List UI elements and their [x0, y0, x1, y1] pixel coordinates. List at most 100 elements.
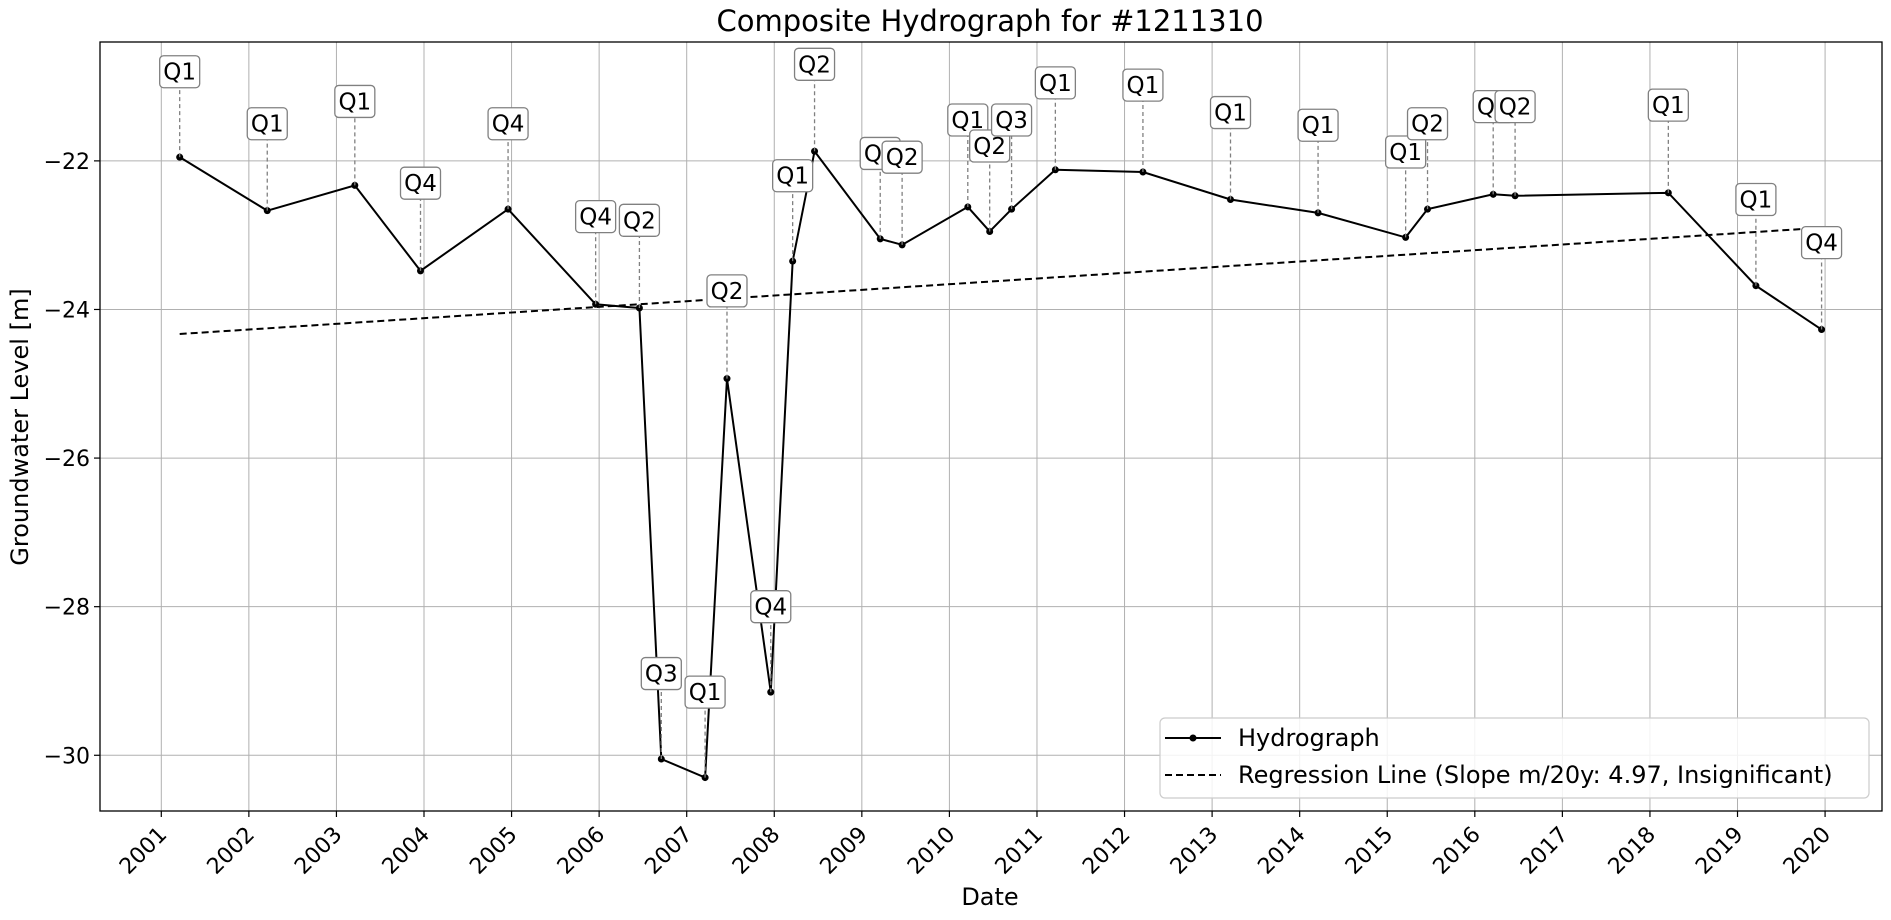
y-tick-label: −22 [44, 150, 90, 175]
annotation-box [618, 203, 661, 237]
x-tick-label: 2009 [816, 822, 873, 879]
x-tick-label: 2014 [1253, 822, 1310, 879]
quarter-annotation: Q4 [399, 166, 442, 200]
annotation-label: Q4 [404, 171, 437, 197]
annotation-box [640, 656, 682, 691]
annotation-label: Q2 [1499, 95, 1532, 121]
x-tick-label: 2003 [290, 822, 347, 879]
annotation-label: Q3 [645, 662, 678, 688]
annotation-label: Q1 [1302, 113, 1335, 139]
annotation-label: Q2 [973, 134, 1006, 160]
annotation-box [399, 166, 442, 200]
annotation-label: Q2 [623, 208, 656, 234]
x-axis-ticks: 2001 2002 2003 2004 2005 2006 2007 2008 2009 2010… [115, 811, 1836, 880]
quarter-annotation: Q1 [684, 675, 726, 709]
quarter-annotation: Q1 [334, 84, 376, 119]
annotation-label: Q1 [251, 112, 284, 138]
quarter-annotation: Q4 [750, 590, 792, 624]
annotation-box [1647, 88, 1689, 122]
annotation-label: Q2 [886, 145, 919, 171]
annotation-label: Q1 [1740, 188, 1773, 214]
annotation-box [969, 129, 1011, 163]
annotation-label: Q2 [798, 52, 831, 78]
x-tick-label: 2011 [991, 822, 1048, 879]
hydrograph-line [179, 148, 1823, 780]
x-axis-label: Date [961, 883, 1018, 911]
x-tick-label: 2002 [203, 822, 260, 879]
quarter-annotation: Q2 [1406, 107, 1449, 141]
y-tick-label: −24 [44, 298, 90, 323]
x-tick-label: 2007 [640, 822, 697, 879]
regression-line [179, 226, 1822, 335]
x-tick-label: 2020 [1779, 822, 1836, 879]
annotation-label: Q1 [338, 89, 371, 115]
quarter-annotation: Q2 [1494, 89, 1536, 124]
annotation-box [1122, 68, 1164, 102]
quarter-annotation: Q2 [793, 47, 836, 81]
annotation-label: Q4 [579, 205, 612, 231]
y-tick-label: −26 [44, 447, 90, 472]
annotation-box [1209, 95, 1252, 130]
x-tick-label: 2019 [1691, 822, 1748, 879]
quarter-annotation: Q1 [1122, 68, 1164, 102]
x-tick-label: 2001 [115, 822, 172, 879]
quarter-annotation: Q1 [1384, 135, 1427, 169]
annotation-label: Q4 [754, 595, 787, 621]
annotation-box [1297, 108, 1339, 142]
x-tick-label: 2018 [1604, 822, 1661, 879]
annotation-box [246, 107, 288, 141]
chart-title: Composite Hydrograph for #1211310 [716, 4, 1263, 38]
annotation-box [793, 47, 836, 81]
annotation-label: Q1 [689, 680, 722, 706]
annotation-label: Q2 [711, 279, 744, 305]
annotation-box [487, 107, 529, 141]
x-tick-label: 2017 [1516, 822, 1573, 879]
quarter-annotation: Q2 [706, 274, 748, 308]
x-tick-label: 2010 [903, 822, 960, 879]
x-tick-label: 2008 [728, 822, 785, 879]
annotation-box [772, 159, 814, 193]
annotation-box [1494, 89, 1536, 124]
annotation-label: Q1 [1389, 140, 1422, 166]
quarter-annotation: Q1 [772, 159, 814, 193]
quarter-annotation: Q4 [1800, 225, 1843, 260]
quarter-annotation: Q4 [574, 199, 617, 234]
x-tick-label: 2013 [1166, 822, 1223, 879]
annotation-box [706, 274, 748, 308]
quarter-annotation: Q3 [640, 656, 682, 691]
x-tick-label: 2006 [553, 822, 610, 879]
plot-frame [99, 41, 1883, 812]
annotation-box [159, 55, 201, 89]
quarter-annotation: Q1 [1297, 108, 1339, 142]
annotation-box [1800, 225, 1843, 260]
annotation-label: Q1 [1652, 93, 1685, 119]
annotation-label: Q2 [1411, 112, 1444, 138]
annotation-box [574, 199, 617, 234]
x-tick-label: 2015 [1341, 822, 1398, 879]
annotation-box [334, 84, 376, 119]
annotation-box [990, 103, 1033, 137]
annotation-label: Q1 [1039, 71, 1072, 97]
y-axis-ticks: −30 −28 −26 −24 −22 [44, 150, 100, 769]
annotation-box [750, 590, 792, 624]
annotation-label: Q1 [1214, 101, 1247, 127]
quarter-annotation: Q2 [618, 203, 661, 237]
annotation-label: Q4 [492, 112, 525, 138]
y-tick-label: −28 [44, 596, 90, 621]
x-tick-label: 2012 [1078, 822, 1135, 879]
annotation-label: Q1 [1127, 73, 1160, 99]
annotation-box [881, 140, 923, 174]
quarter-annotation: Q1 [1735, 182, 1777, 217]
quarter-annotation: Q2 [881, 140, 923, 174]
legend: Hydrograph Regression Line (Slope m/20y:… [1159, 717, 1870, 799]
quarter-annotation: Q2 [969, 129, 1011, 163]
annotation-box [1034, 66, 1077, 100]
legend-hydrograph-marker [1189, 734, 1197, 742]
y-tick-label: −30 [44, 744, 90, 769]
annotation-box [1406, 107, 1449, 141]
x-tick-label: 2016 [1429, 822, 1486, 879]
annotation-label: Q1 [776, 164, 809, 190]
x-tick-label: 2005 [465, 822, 522, 879]
